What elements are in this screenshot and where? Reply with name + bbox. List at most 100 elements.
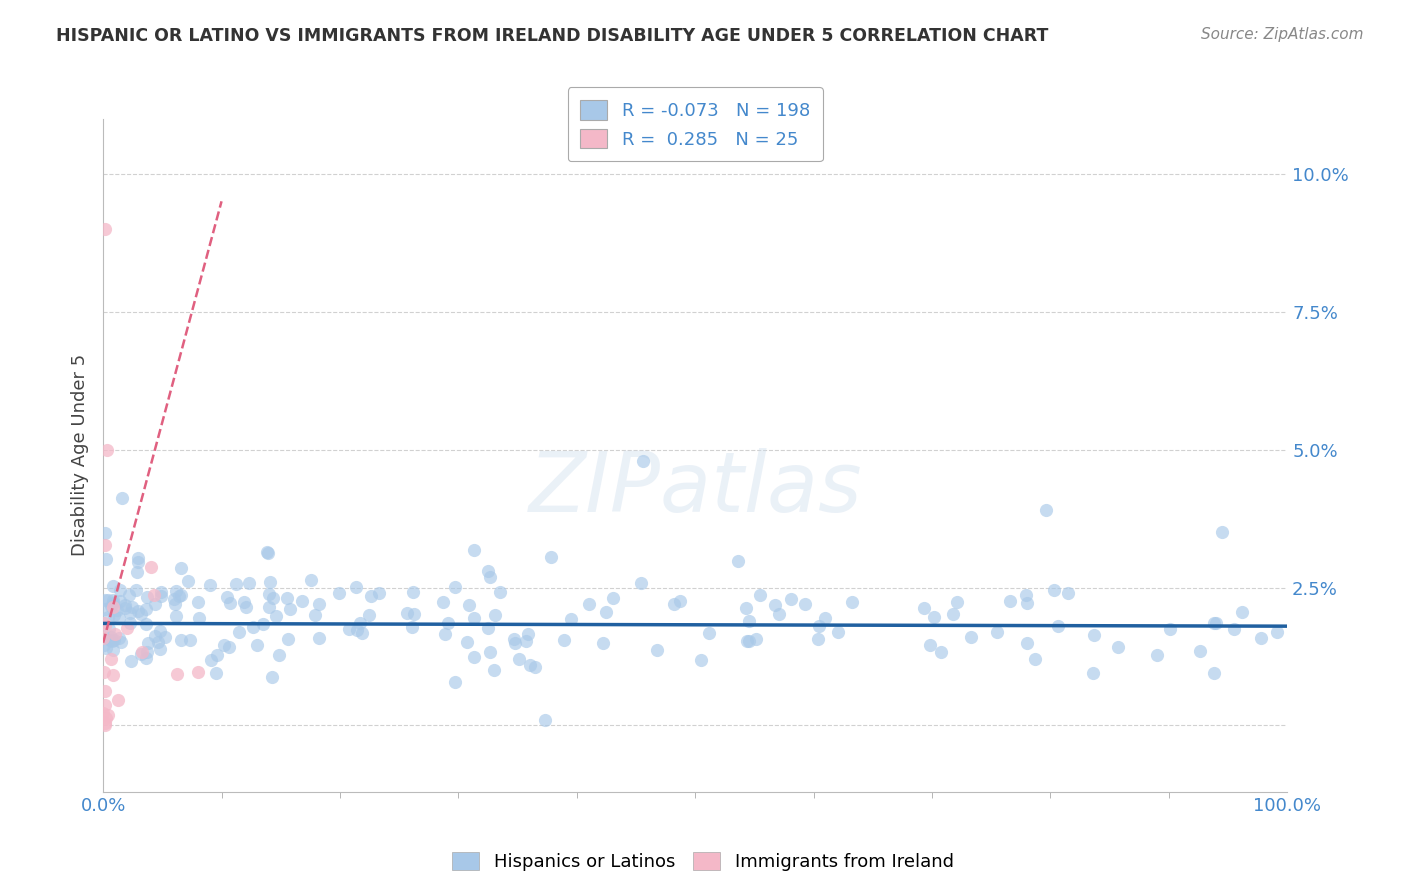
Point: [98, 622, 121, 636]
Point: [170, 588, 193, 602]
Point: [198, 577, 221, 591]
Point: [188, 611, 211, 625]
Point: [150, 589, 173, 603]
Point: [179, 632, 201, 647]
Point: [93, 665, 115, 679]
Point: [807, 632, 830, 647]
Point: [252, 617, 274, 632]
Point: [946, 595, 969, 609]
Point: [914, 601, 936, 615]
Point: [127, 604, 149, 618]
Point: [1083, 628, 1105, 642]
Point: [155, 630, 177, 644]
Point: [1232, 605, 1254, 619]
Point: [1222, 622, 1244, 636]
Point: [146, 634, 169, 648]
Point: [768, 607, 790, 621]
Point: [734, 600, 756, 615]
Point: [592, 636, 614, 650]
Point: [108, 632, 131, 646]
Point: [560, 612, 582, 626]
Point: [104, 626, 127, 640]
Point: [517, 627, 540, 641]
Point: [212, 638, 235, 652]
Point: [187, 665, 209, 680]
Point: [256, 545, 278, 559]
Point: [205, 666, 228, 681]
Point: [135, 601, 157, 615]
Point: [291, 593, 314, 607]
Point: [200, 653, 222, 667]
Text: HISPANIC OR LATINO VS IMMIGRANTS FROM IRELAND DISABILITY AGE UNDER 5 CORRELATION: HISPANIC OR LATINO VS IMMIGRANTS FROM IR…: [56, 27, 1049, 45]
Point: [170, 561, 193, 575]
Point: [94, 551, 117, 566]
Point: [127, 565, 149, 579]
Point: [463, 649, 485, 664]
Legend: Hispanics or Latinos, Immigrants from Ireland: Hispanics or Latinos, Immigrants from Ir…: [446, 845, 960, 879]
Point: [163, 592, 186, 607]
Point: [121, 600, 143, 615]
Point: [149, 641, 172, 656]
Point: [922, 610, 945, 624]
Point: [998, 593, 1021, 607]
Point: [463, 543, 485, 558]
Point: [225, 577, 247, 591]
Point: [96, 640, 118, 655]
Point: [368, 585, 391, 599]
Point: [242, 620, 264, 634]
Point: [108, 610, 131, 624]
Point: [165, 608, 187, 623]
Point: [280, 602, 302, 616]
Point: [187, 595, 209, 609]
Point: [129, 607, 152, 621]
Point: [136, 636, 159, 650]
Point: [101, 634, 124, 648]
Point: [127, 555, 149, 569]
Point: [1043, 582, 1066, 597]
Point: [737, 634, 759, 648]
Point: [1204, 616, 1226, 631]
Point: [97, 610, 120, 624]
Point: [402, 607, 425, 621]
Point: [1047, 618, 1070, 632]
Point: [304, 607, 326, 622]
Point: [779, 591, 801, 606]
Point: [578, 597, 600, 611]
Point: [165, 584, 187, 599]
Point: [103, 607, 125, 622]
Point: [456, 634, 478, 648]
Point: [1204, 666, 1226, 681]
Point: [433, 627, 456, 641]
Point: [346, 624, 368, 638]
Point: [131, 645, 153, 659]
Point: [262, 591, 284, 606]
Point: [107, 692, 129, 706]
Point: [177, 574, 200, 589]
Point: [749, 588, 772, 602]
Point: [264, 609, 287, 624]
Point: [129, 647, 152, 661]
Point: [1205, 616, 1227, 631]
Point: [165, 597, 187, 611]
Point: [359, 607, 381, 622]
Point: [143, 588, 166, 602]
Point: [631, 453, 654, 467]
Point: [101, 579, 124, 593]
Point: [436, 616, 458, 631]
Point: [135, 616, 157, 631]
Point: [115, 621, 138, 635]
Point: [96, 442, 118, 457]
Point: [228, 624, 250, 639]
Point: [744, 632, 766, 647]
Point: [98, 632, 121, 647]
Text: Source: ZipAtlas.com: Source: ZipAtlas.com: [1201, 27, 1364, 42]
Point: [488, 584, 510, 599]
Point: [1024, 651, 1046, 665]
Point: [110, 635, 132, 649]
Point: [169, 633, 191, 648]
Point: [103, 592, 125, 607]
Point: [1056, 586, 1078, 600]
Point: [432, 595, 454, 609]
Point: [101, 668, 124, 682]
Point: [602, 591, 624, 605]
